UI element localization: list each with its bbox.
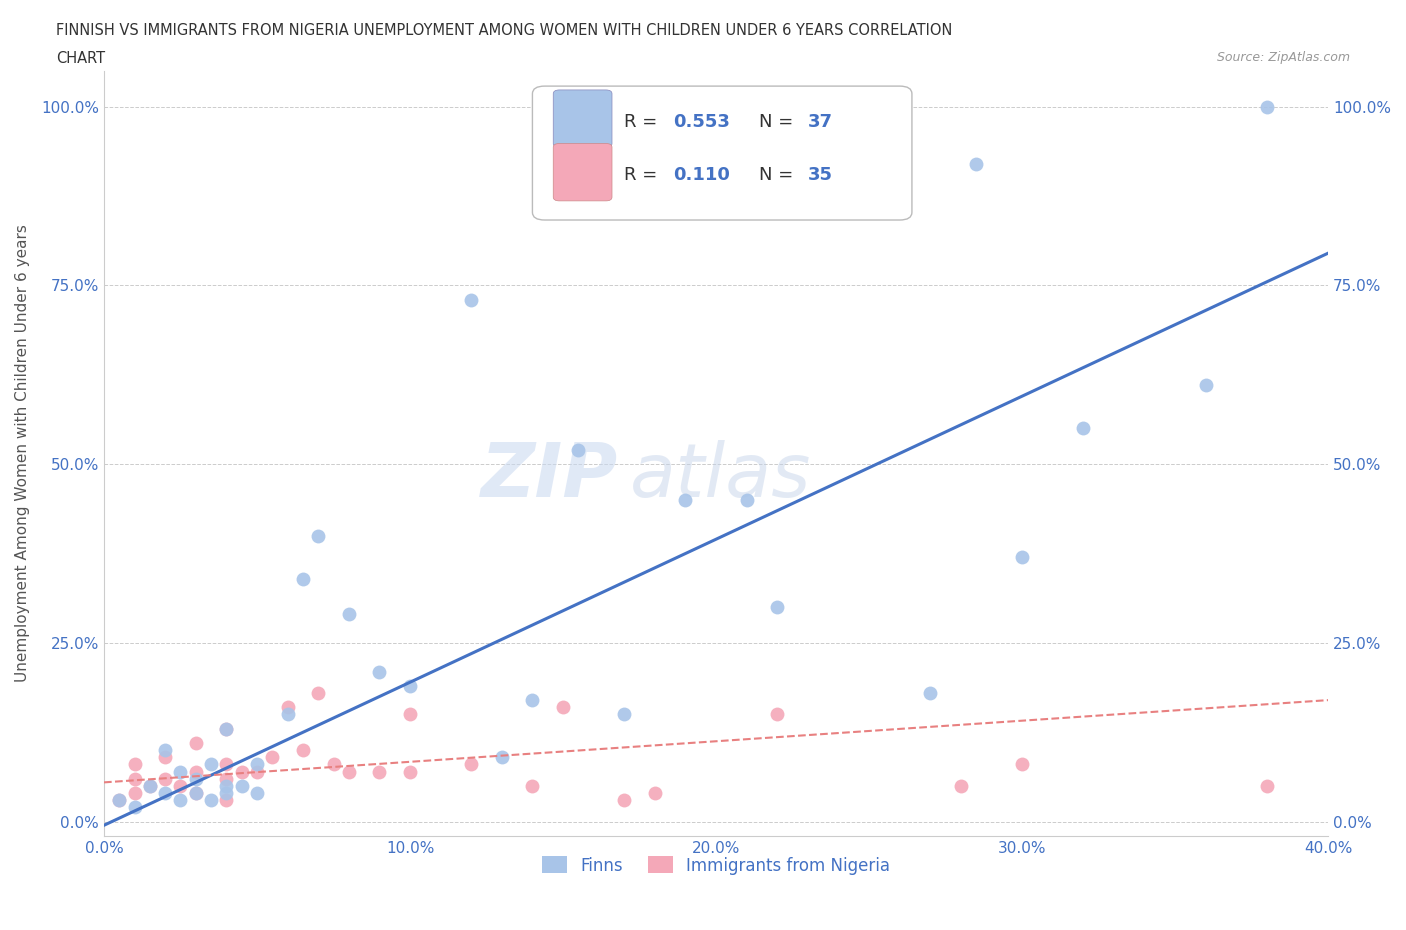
Text: 37: 37 [808,113,832,131]
Point [153,771,176,786]
Point [215,786,238,801]
Text: FINNISH VS IMMIGRANTS FROM NIGERIA UNEMPLOYMENT AMONG WOMEN WITH CHILDREN UNDER : FINNISH VS IMMIGRANTS FROM NIGERIA UNEMP… [56,23,953,38]
Y-axis label: Unemployment Among Women with Children Under 6 years: Unemployment Among Women with Children U… [15,224,30,683]
FancyBboxPatch shape [553,143,612,201]
Text: 35: 35 [808,166,832,184]
Text: R =: R = [624,166,658,184]
FancyBboxPatch shape [553,90,612,147]
Text: N =: N = [759,113,793,131]
Point [1195,378,1218,392]
Point [215,792,238,807]
Point [291,571,314,586]
Point [1011,550,1033,565]
Point [613,792,636,807]
Point [169,764,191,779]
Point [337,607,360,622]
Point [215,722,238,737]
Point [215,722,238,737]
Text: 0.553: 0.553 [673,113,730,131]
Point [169,792,191,807]
Point [139,778,162,793]
Point [613,707,636,722]
Point [184,786,207,801]
Point [124,800,146,815]
Point [231,778,253,793]
Point [246,757,269,772]
Text: R =: R = [624,113,658,131]
Point [277,700,299,715]
Point [215,778,238,793]
Point [368,664,391,679]
Point [491,750,513,764]
Point [184,736,207,751]
Point [675,493,697,508]
Point [399,678,422,693]
Point [1256,100,1278,114]
Point [108,792,131,807]
Point [184,764,207,779]
Point [337,764,360,779]
Point [460,292,482,307]
Legend: Finns, Immigrants from Nigeria: Finns, Immigrants from Nigeria [536,850,897,882]
Point [522,693,544,708]
Point [368,764,391,779]
Text: N =: N = [759,166,793,184]
Point [277,707,299,722]
Text: CHART: CHART [56,51,105,66]
Point [139,778,162,793]
Point [200,792,222,807]
Point [766,600,789,615]
Point [522,778,544,793]
Text: Source: ZipAtlas.com: Source: ZipAtlas.com [1216,51,1350,64]
Point [644,786,666,801]
Point [153,750,176,764]
Point [262,750,284,764]
Point [108,792,131,807]
Point [1071,421,1094,436]
Point [124,786,146,801]
Point [949,778,972,793]
Point [307,528,329,543]
Point [184,771,207,786]
Point [246,786,269,801]
Point [200,757,222,772]
Point [307,685,329,700]
Point [735,493,758,508]
Point [322,757,344,772]
Point [1011,757,1033,772]
Point [246,764,269,779]
Point [153,786,176,801]
Point [766,707,789,722]
Point [460,757,482,772]
Point [1256,778,1278,793]
Point [567,443,589,458]
Point [965,156,987,171]
Point [291,743,314,758]
Point [124,757,146,772]
Point [215,757,238,772]
Point [551,700,574,715]
Point [184,786,207,801]
Point [231,764,253,779]
Point [153,743,176,758]
Text: ZIP: ZIP [481,440,619,512]
Point [399,764,422,779]
Point [124,771,146,786]
Text: 0.110: 0.110 [673,166,730,184]
Text: atlas: atlas [630,441,811,512]
Point [169,778,191,793]
Point [920,685,942,700]
FancyBboxPatch shape [533,86,912,220]
Point [215,771,238,786]
Point [399,707,422,722]
